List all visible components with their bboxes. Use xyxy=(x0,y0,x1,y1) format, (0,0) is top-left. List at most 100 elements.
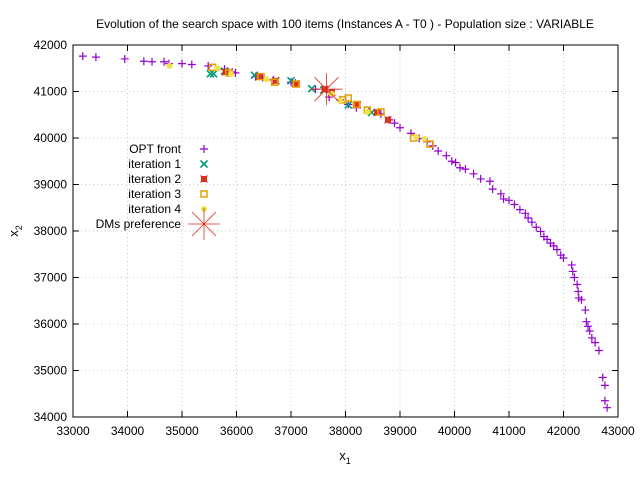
dot-icon xyxy=(328,90,335,97)
open-square-icon xyxy=(257,72,265,81)
plus-icon xyxy=(485,177,494,186)
data-point xyxy=(584,322,593,331)
data-point xyxy=(587,333,596,342)
tick-labels: 33000 34000 35000 36000 37000 38000 39000 40000… xyxy=(34,38,635,438)
data-point xyxy=(527,218,536,227)
axis-ticks xyxy=(72,44,619,418)
series-2 xyxy=(221,68,392,124)
y-axis-label: x2 xyxy=(6,225,24,237)
plus-icon xyxy=(584,322,593,331)
plus-icon xyxy=(200,145,208,153)
data-point xyxy=(214,65,221,72)
plus-icon xyxy=(434,147,443,156)
open-square-icon xyxy=(377,108,385,116)
x-axis-label-main: x xyxy=(339,448,346,463)
data-point xyxy=(582,317,591,326)
data-point xyxy=(148,57,157,66)
plus-icon xyxy=(568,267,577,276)
plus-icon xyxy=(570,273,579,282)
y-axis-label-main: x xyxy=(6,230,21,237)
data-point xyxy=(485,177,494,186)
data-point xyxy=(270,78,279,86)
series-5 xyxy=(310,73,343,106)
plus-icon xyxy=(496,189,505,198)
data-point xyxy=(570,273,579,282)
data-point xyxy=(139,57,148,66)
y-tick-label: 34000 xyxy=(34,410,68,424)
x-tick-label: 34000 xyxy=(111,424,145,438)
data-point xyxy=(166,62,173,69)
plus-icon xyxy=(461,165,470,174)
plus-icon xyxy=(527,218,536,227)
data-point xyxy=(187,60,196,69)
plus-icon xyxy=(451,158,460,167)
plus-icon xyxy=(600,396,609,405)
data-point xyxy=(585,326,594,335)
x-mark-icon xyxy=(200,175,208,183)
data-point xyxy=(521,209,530,218)
plus-icon xyxy=(447,157,456,166)
y-tick-label: 36000 xyxy=(34,317,68,331)
x-mark-icon xyxy=(199,159,209,169)
data-point xyxy=(426,140,434,148)
plus-icon xyxy=(536,227,545,236)
data-point xyxy=(510,200,519,209)
legend-marker xyxy=(199,159,209,169)
y-tick-label: 39000 xyxy=(34,178,68,192)
y-tick-label: 38000 xyxy=(34,224,68,238)
plus-icon xyxy=(543,235,552,244)
data-point xyxy=(568,267,577,276)
data-point xyxy=(600,396,609,405)
data-point xyxy=(499,194,508,203)
data-point xyxy=(476,174,485,183)
data-point xyxy=(310,73,343,106)
plus-icon xyxy=(204,61,213,70)
data-point xyxy=(257,72,265,81)
plus-icon xyxy=(148,57,157,66)
data-point xyxy=(434,147,443,156)
plus-icon xyxy=(505,196,513,205)
legend-label: DMs preference xyxy=(96,217,182,231)
plus-icon xyxy=(549,241,558,250)
data-point xyxy=(352,100,361,109)
plus-icon xyxy=(552,245,561,254)
data-point xyxy=(496,189,505,198)
data-point xyxy=(447,157,456,166)
open-square-icon xyxy=(344,94,352,102)
data-point xyxy=(178,59,186,68)
data-point xyxy=(206,69,215,78)
data-point xyxy=(328,90,335,97)
plus-icon xyxy=(510,200,519,209)
data-point xyxy=(204,61,213,70)
data-point xyxy=(577,295,586,304)
legend-label: OPT front xyxy=(129,142,181,156)
x-mark-icon xyxy=(307,84,316,93)
dot-icon xyxy=(337,97,344,104)
data-point xyxy=(421,135,428,142)
data-point xyxy=(594,346,603,355)
plus-icon xyxy=(139,57,148,66)
data-point xyxy=(552,245,561,254)
x-tick-label: 38000 xyxy=(329,424,363,438)
plus-icon xyxy=(488,185,497,194)
data-point xyxy=(160,57,169,66)
y-tick-label: 41000 xyxy=(34,85,68,99)
data-point xyxy=(442,151,451,160)
data-point xyxy=(396,123,404,132)
x-mark-icon xyxy=(384,115,392,124)
data-point xyxy=(532,223,541,232)
plus-icon xyxy=(603,403,612,412)
plus-icon xyxy=(187,60,196,69)
x-tick-label: 33000 xyxy=(56,424,90,438)
plus-icon xyxy=(91,53,100,62)
open-square-icon xyxy=(270,78,279,86)
plus-icon xyxy=(591,338,600,347)
open-square-icon xyxy=(426,140,434,148)
series-4 xyxy=(166,62,428,142)
data-point xyxy=(451,158,460,167)
data-point xyxy=(515,205,524,214)
x-tick-label: 39000 xyxy=(383,424,417,438)
data-point xyxy=(536,227,545,236)
plus-icon xyxy=(78,52,87,61)
data-point xyxy=(91,53,100,62)
